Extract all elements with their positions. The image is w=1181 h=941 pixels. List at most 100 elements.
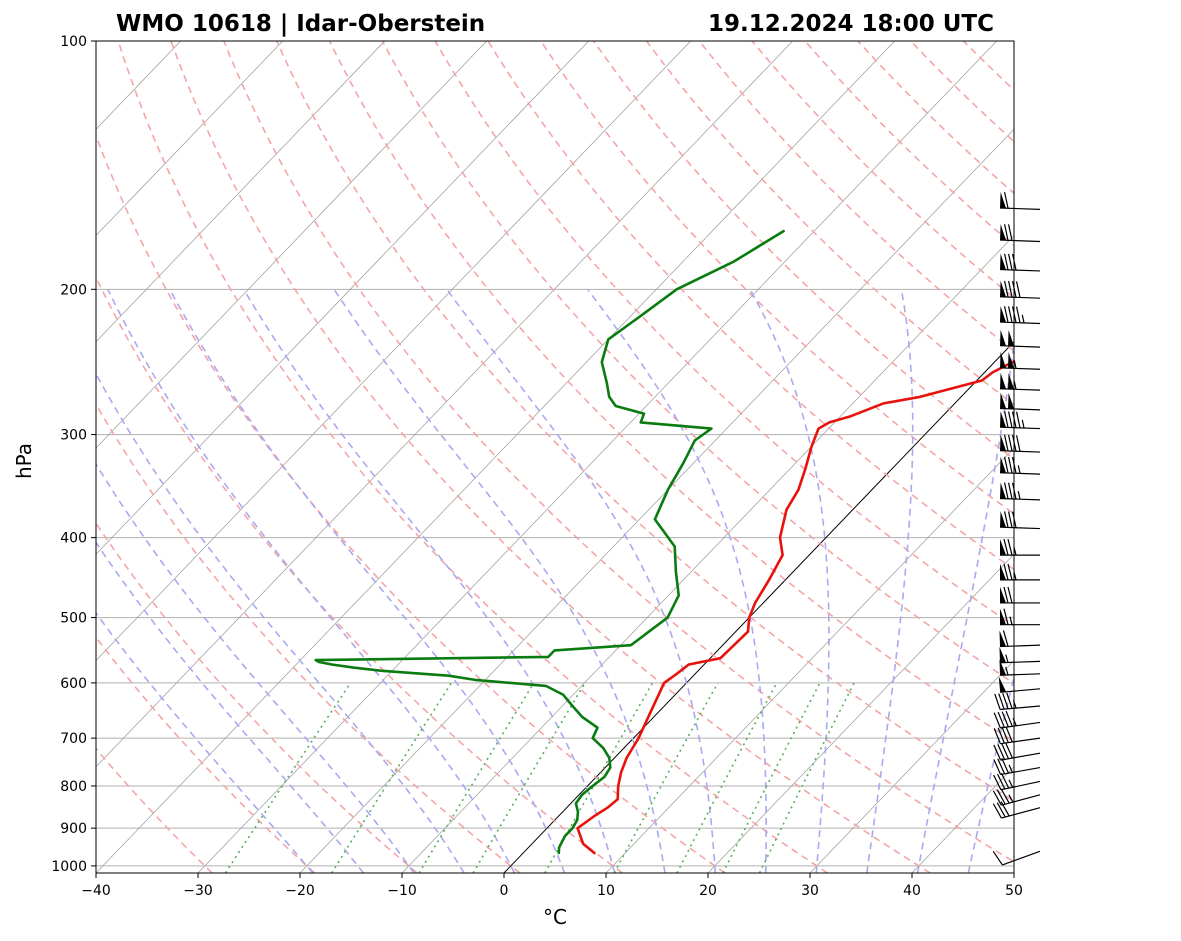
mixing-ratio-line [676,682,778,873]
barb-staff [1000,407,1041,411]
barb-full [1000,773,1010,789]
barb-half [1013,571,1017,580]
dry-adiabat [275,41,1014,803]
barb-half [1021,314,1025,324]
barb-flag [1000,392,1007,409]
barb-half [1017,491,1021,500]
barb-full [1005,710,1013,727]
barb-flag [1000,539,1006,556]
barb-full [1003,482,1009,499]
barb-flag [999,630,1007,647]
barb-full [1011,411,1017,428]
barb-staff [1001,794,1041,806]
isotherm [299,128,1014,873]
barb-flag [1000,434,1007,451]
wind-barb [1000,392,1041,411]
moist-adiabat [866,289,914,873]
wind-barb [1000,456,1041,475]
barb-full [1003,456,1009,474]
barb-full [997,758,1006,775]
barb-flag [1000,191,1007,209]
wind-barb [1000,563,1040,581]
background-lines [96,41,1014,873]
barb-full [1003,411,1009,428]
wind-barb [1000,586,1040,604]
isotherm [96,41,283,236]
dry-adiabat [223,41,1014,863]
y-tick-label: 900 [60,821,87,837]
barb-half [1013,381,1017,390]
dry-adiabat [96,275,623,873]
barb-full [1007,563,1013,580]
barb-full [1007,482,1013,500]
wind-barb [993,710,1041,729]
barb-full [993,712,1001,729]
dry-adiabat [487,41,1014,571]
barb-half [1021,419,1025,429]
barb-full [997,744,1006,760]
barb-half [1005,666,1009,676]
barb-full [1015,435,1021,452]
barb-flag [1000,306,1007,323]
dry-adiabat [540,41,1014,515]
y-tick-label: 600 [60,676,87,692]
barb-full [1002,693,1009,710]
barb-staff [1000,644,1041,648]
dewpoint-profile [314,229,785,855]
barb-full [994,693,1001,710]
barb-flag [1000,482,1007,499]
barb-flag [1000,329,1007,346]
barb-full [1011,434,1017,452]
x-tick-label: 10 [597,883,615,899]
moist-adiabat [586,288,767,873]
barb-staff [1000,207,1041,210]
mixing-ratio-line [758,682,855,873]
wind-barb [1000,434,1041,453]
barb-full [1003,192,1009,209]
barb-staff [1000,367,1041,370]
barb-flag [1000,563,1006,580]
barb-flag [1000,372,1007,389]
barb-full [993,728,1001,744]
barb-full [996,802,1006,818]
barb-full [1003,224,1009,241]
moist-adiabat [107,288,516,873]
barb-flag [1000,511,1007,528]
x-tick-label: 40 [903,883,921,899]
barb-flag [1008,329,1015,347]
barb-half [1005,654,1009,663]
barb-staff [1000,239,1041,243]
barb-flag [1000,253,1007,270]
barb-full [1001,743,1010,759]
barb-full [1011,457,1017,474]
x-tick-label: −40 [81,883,111,899]
barb-staff [1000,673,1041,676]
barb-flag [1008,392,1015,409]
barb-flag [1000,351,1007,369]
barb-full [1007,224,1013,241]
barb-full [1007,586,1013,604]
barb-staff [1000,268,1041,272]
isotherm [197,41,997,873]
barb-staff [1000,737,1041,745]
isotherm [707,553,1014,873]
dry-adiabat [698,41,1014,353]
barb-full [1007,538,1013,556]
mixing-ratio-line [722,682,821,873]
barb-full [1000,801,1010,817]
barb-full [1007,253,1013,271]
barb-full [1005,742,1013,759]
moist-adiabat [333,288,666,873]
barb-flag [1000,586,1006,603]
barb-flag [1000,224,1007,241]
dry-adiabat [117,41,828,873]
axis-ticks: −40 −30 −20 −10 0 10 20 30 40 50 100 200 300 400 500 60… [51,34,1023,899]
wind-barb [1000,538,1040,556]
barb-staff [1000,705,1041,711]
y-tick-label: 400 [60,531,87,547]
barb-full [1003,538,1009,556]
barb-full [992,850,1003,866]
mixing-ratio-line [472,682,586,873]
barb-full [1015,281,1021,298]
moist-adiabat [916,336,1014,873]
